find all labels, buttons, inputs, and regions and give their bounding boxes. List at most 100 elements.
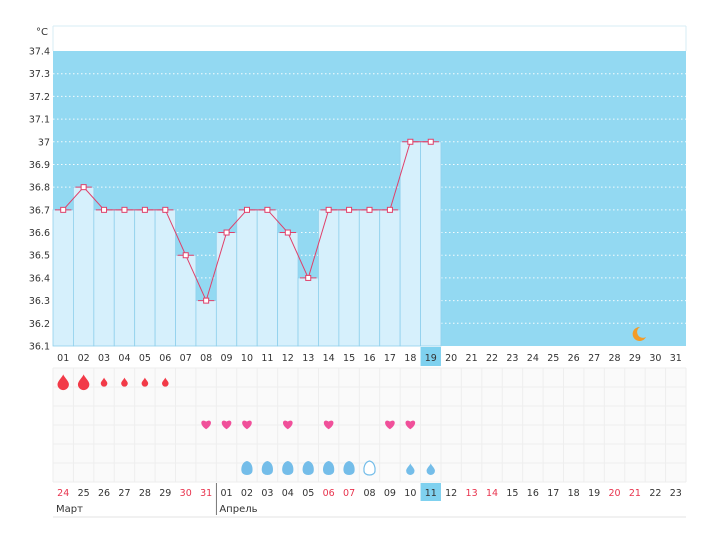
- period-drop-icon[interactable]: [100, 377, 108, 387]
- temperature-point[interactable]: [346, 206, 353, 213]
- temperature-bar[interactable]: [134, 209, 156, 347]
- temperature-point[interactable]: [121, 206, 128, 213]
- temperature-bar[interactable]: [195, 300, 217, 347]
- x-tick-label: 09: [221, 353, 233, 364]
- temperature-point[interactable]: [386, 206, 393, 213]
- y-tick-label: 36.2: [29, 319, 50, 330]
- calendar-date: 25: [78, 488, 90, 499]
- y-tick-label: 36.9: [29, 160, 50, 171]
- calendar-date: 29: [159, 488, 171, 499]
- period-drop-icon[interactable]: [77, 374, 90, 391]
- calendar-date: 13: [466, 488, 478, 499]
- temperature-bar[interactable]: [256, 209, 279, 347]
- water-drop-icon[interactable]: [406, 463, 415, 475]
- temperature-bar[interactable]: [215, 232, 238, 347]
- temperature-bar[interactable]: [338, 209, 360, 347]
- temperature-point[interactable]: [427, 138, 434, 145]
- temperature-point[interactable]: [101, 206, 108, 213]
- calendar-date: 23: [670, 488, 682, 499]
- temperature-point[interactable]: [60, 206, 67, 213]
- temperature-bar[interactable]: [297, 277, 319, 347]
- x-tick-label: 24: [527, 353, 539, 364]
- y-axis-unit: °C: [36, 27, 48, 38]
- temperature-bar[interactable]: [318, 209, 340, 347]
- x-tick-label: 06: [159, 353, 171, 364]
- temperature-point[interactable]: [80, 184, 87, 191]
- period-drop-icon[interactable]: [121, 377, 128, 387]
- temperature-bar[interactable]: [113, 209, 136, 347]
- temperature-point[interactable]: [203, 297, 210, 304]
- discharge-icon[interactable]: [241, 461, 253, 475]
- x-tick-label: 25: [547, 353, 559, 364]
- y-tick-label: 37.4: [29, 47, 50, 58]
- calendar-date: 15: [506, 488, 518, 499]
- temperature-bar[interactable]: [73, 186, 95, 347]
- period-drop-icon[interactable]: [162, 377, 169, 387]
- x-tick-label: 19: [425, 353, 437, 364]
- temperature-bar[interactable]: [399, 141, 421, 347]
- heart-icon[interactable]: [282, 420, 293, 430]
- calendar-date: 19: [588, 488, 600, 499]
- calendar-date: 02: [241, 488, 253, 499]
- x-tick-label: 04: [118, 353, 130, 364]
- temperature-point[interactable]: [366, 206, 373, 213]
- x-tick-label: 12: [282, 353, 294, 364]
- x-tick-label: 20: [445, 353, 457, 364]
- y-tick-label: 36.5: [29, 251, 50, 262]
- y-tick-label: 37.3: [29, 69, 50, 80]
- temperature-point[interactable]: [407, 138, 414, 145]
- today-highlight: [420, 347, 441, 366]
- temperature-bar[interactable]: [175, 254, 197, 347]
- temperature-point[interactable]: [182, 252, 189, 259]
- moon-icon: [632, 326, 646, 341]
- heart-icon[interactable]: [323, 420, 334, 430]
- temperature-bar[interactable]: [93, 209, 115, 347]
- discharge-icon[interactable]: [343, 461, 355, 475]
- temperature-bar[interactable]: [236, 209, 258, 347]
- temperature-point[interactable]: [325, 206, 332, 213]
- x-tick-label: 10: [241, 353, 253, 364]
- temperature-bar[interactable]: [52, 209, 74, 347]
- temperature-point[interactable]: [305, 274, 312, 281]
- discharge-outline-icon[interactable]: [363, 460, 376, 476]
- y-tick-label: 37.1: [29, 115, 50, 126]
- x-tick-label: 14: [323, 353, 335, 364]
- discharge-icon[interactable]: [282, 461, 294, 475]
- temperature-point[interactable]: [284, 229, 291, 236]
- calendar-date: 18: [568, 488, 580, 499]
- temperature-point[interactable]: [141, 206, 148, 213]
- y-tick-label: 36.1: [29, 342, 50, 353]
- heart-icon[interactable]: [385, 420, 395, 430]
- calendar-date: 17: [547, 488, 559, 499]
- temperature-bar[interactable]: [420, 141, 442, 347]
- calendar-date: 07: [343, 488, 355, 499]
- temperature-point[interactable]: [162, 206, 169, 213]
- heart-icon[interactable]: [242, 420, 252, 430]
- calendar-date: 30: [180, 488, 192, 499]
- temperature-point[interactable]: [223, 229, 230, 236]
- temperature-point[interactable]: [243, 206, 250, 213]
- x-tick-label: 26: [568, 353, 580, 364]
- heart-icon[interactable]: [221, 420, 232, 430]
- discharge-icon[interactable]: [323, 461, 335, 475]
- heart-icon[interactable]: [405, 420, 416, 430]
- x-tick-label: 03: [98, 353, 110, 364]
- today-date-highlight: [420, 483, 441, 501]
- period-drop-icon[interactable]: [141, 377, 149, 387]
- discharge-icon[interactable]: [302, 461, 314, 475]
- x-tick-label: 27: [588, 353, 600, 364]
- x-tick-label: 31: [670, 353, 682, 364]
- temperature-point[interactable]: [264, 206, 271, 213]
- temperature-bar[interactable]: [154, 209, 176, 347]
- period-drop-icon[interactable]: [57, 374, 69, 391]
- water-drop-icon[interactable]: [426, 463, 435, 475]
- x-tick-label: 07: [180, 353, 192, 364]
- calendar-date: 10: [404, 488, 416, 499]
- discharge-icon[interactable]: [261, 461, 274, 475]
- x-tick-label: 29: [629, 353, 641, 364]
- heart-icon[interactable]: [201, 420, 211, 430]
- temperature-bar[interactable]: [358, 209, 381, 347]
- temperature-bar[interactable]: [379, 209, 401, 347]
